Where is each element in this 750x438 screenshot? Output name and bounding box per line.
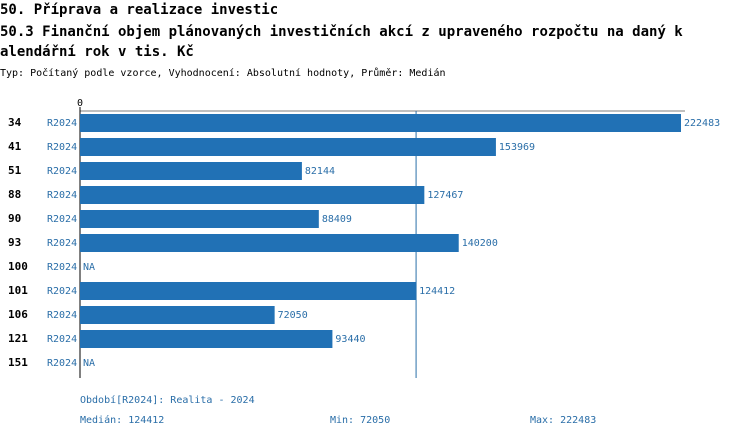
median-label: Medián: 124412	[80, 414, 164, 426]
y-tick-label: 41	[8, 140, 22, 153]
value-label: 222483	[684, 118, 720, 129]
series-label: R2024	[47, 310, 77, 321]
min-label: Min: 72050	[330, 415, 390, 426]
series-label: R2024	[47, 262, 77, 273]
bar	[80, 330, 333, 348]
y-tick-label: 51	[8, 164, 22, 177]
series-label: R2024	[47, 358, 77, 369]
y-tick-label: 100	[8, 260, 28, 273]
period-note: Období[R2024]: Realita - 2024	[80, 394, 255, 406]
bar	[80, 114, 681, 132]
value-label: 140200	[462, 238, 498, 249]
y-tick-label: 88	[8, 188, 21, 201]
note: Typ: Počítaný podle vzorce, Vyhodnocení:…	[0, 67, 446, 79]
series-label: R2024	[47, 142, 77, 153]
series-label: R2024	[47, 118, 77, 129]
y-tick-label: 101	[8, 284, 28, 297]
value-label: NA	[83, 358, 95, 369]
subtitle: 50.3 Finanční objem plánovaných investič…	[0, 24, 683, 40]
bar	[80, 186, 425, 204]
bar	[80, 210, 319, 228]
series-label: R2024	[47, 334, 77, 345]
bar	[80, 306, 275, 324]
max-label: Max: 222483	[530, 415, 596, 426]
value-label: 82144	[305, 166, 335, 177]
y-tick-label: 151	[8, 356, 28, 369]
y-tick-label: 106	[8, 308, 28, 321]
y-tick-label: 90	[8, 212, 21, 225]
value-label: 124412	[419, 286, 455, 297]
bar	[80, 138, 496, 156]
value-label: 93440	[335, 334, 365, 345]
y-tick-label: 34	[8, 116, 22, 129]
y-tick-label: 121	[8, 332, 28, 345]
series-label: R2024	[47, 238, 77, 249]
subtitle: alendářní rok v tis. Kč	[0, 44, 194, 60]
title: 50. Příprava a realizace investic	[0, 2, 278, 18]
bar	[80, 282, 417, 300]
series-label: R2024	[47, 286, 77, 297]
value-label: 153969	[499, 142, 535, 153]
value-label: 127467	[427, 190, 463, 201]
bar	[80, 162, 302, 180]
series-label: R2024	[47, 190, 77, 201]
x-tick-label: 0	[77, 98, 83, 109]
value-label: NA	[83, 262, 95, 273]
series-label: R2024	[47, 214, 77, 225]
value-label: 88409	[322, 214, 352, 225]
y-tick-label: 93	[8, 236, 21, 249]
series-label: R2024	[47, 166, 77, 177]
bar	[80, 234, 459, 252]
value-label: 72050	[278, 310, 308, 321]
